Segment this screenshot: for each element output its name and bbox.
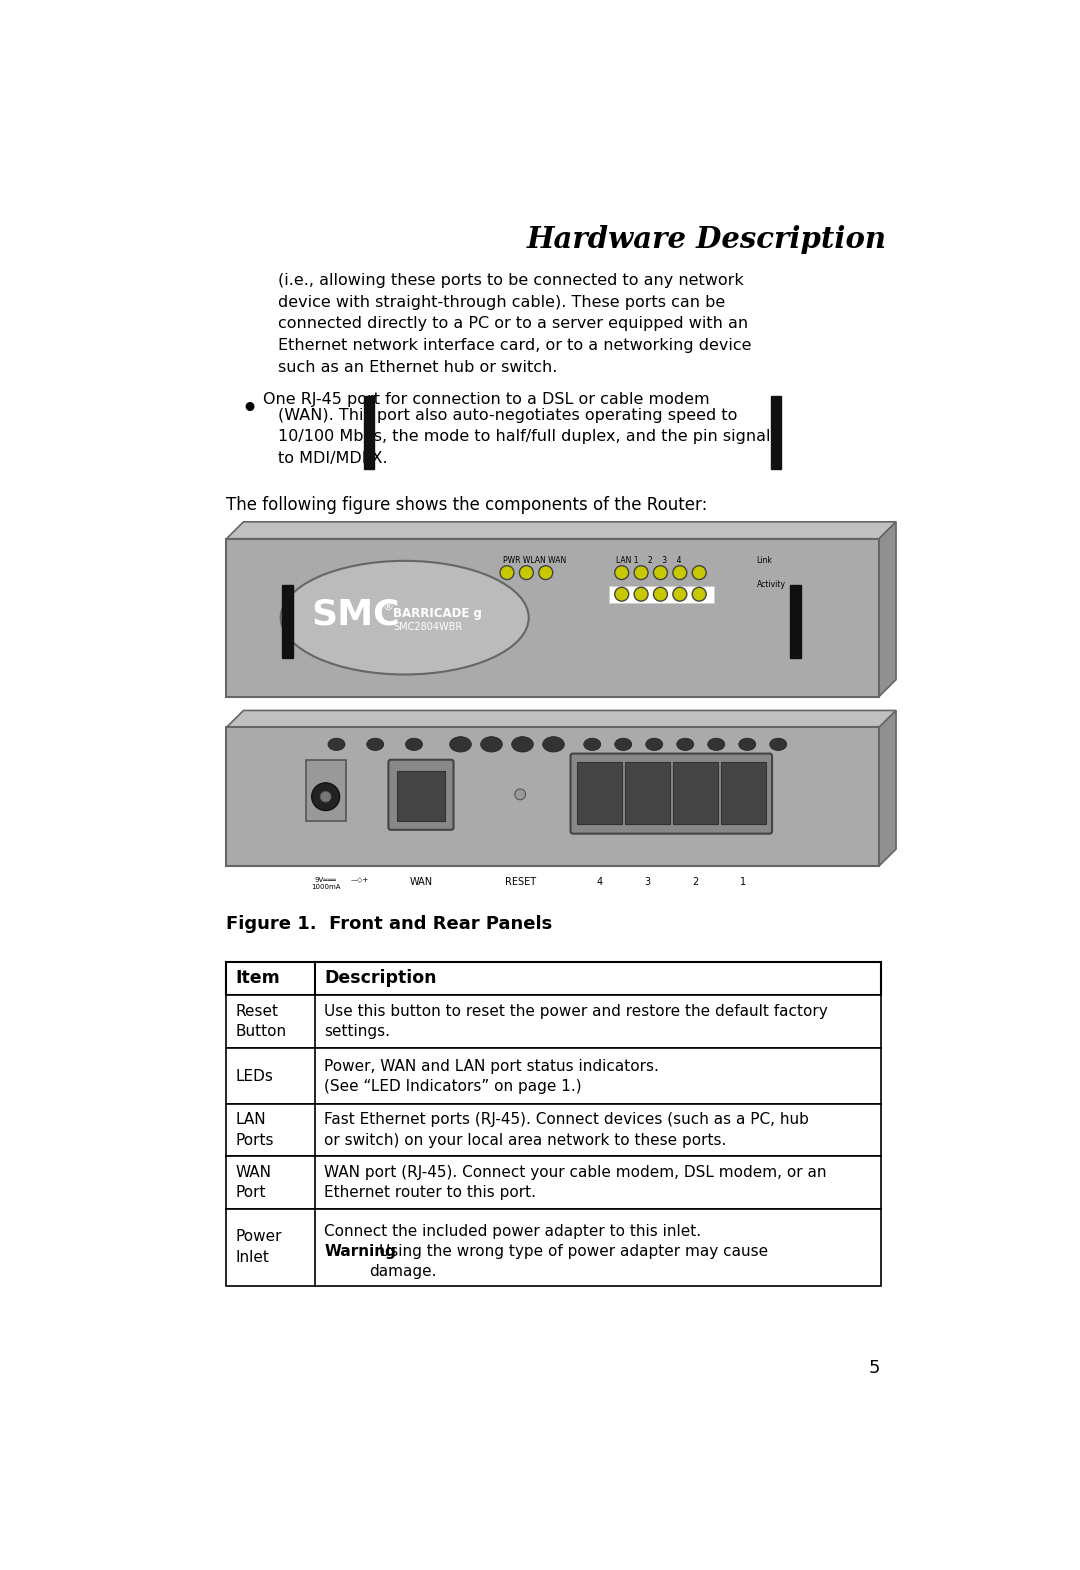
Text: Item: Item (235, 969, 281, 988)
Circle shape (692, 587, 706, 601)
Bar (397, 771, 445, 821)
Text: SMC2804WBR: SMC2804WBR (393, 622, 462, 631)
Bar (609, 586, 714, 603)
Text: Warning: Warning (324, 1243, 396, 1259)
Text: —◇+: —◇+ (350, 876, 368, 882)
Text: Connect the included power adapter to this inlet.: Connect the included power adapter to th… (324, 1225, 701, 1239)
Bar (364, 396, 375, 469)
Ellipse shape (405, 738, 422, 750)
Text: WAN
Port: WAN Port (235, 1165, 272, 1199)
Polygon shape (227, 521, 896, 539)
Text: Hardware Description: Hardware Description (527, 226, 887, 254)
FancyBboxPatch shape (570, 754, 772, 834)
Text: SMC: SMC (312, 598, 401, 631)
Text: 3: 3 (644, 876, 650, 887)
Ellipse shape (542, 736, 565, 752)
Text: : Using the wrong type of power adapter may cause
damage.: : Using the wrong type of power adapter … (369, 1243, 768, 1280)
Circle shape (692, 565, 706, 579)
Ellipse shape (615, 738, 632, 750)
Ellipse shape (770, 738, 786, 750)
Text: LAN 1    2    3    4: LAN 1 2 3 4 (616, 556, 681, 565)
Ellipse shape (677, 738, 693, 750)
Bar (227, 1209, 880, 1286)
Circle shape (653, 587, 667, 601)
Text: Power
Inlet: Power Inlet (235, 1229, 282, 1265)
Bar (625, 761, 670, 824)
Text: Description: Description (324, 969, 436, 988)
Text: 5: 5 (869, 1358, 880, 1377)
Bar (227, 539, 879, 697)
Polygon shape (227, 711, 896, 727)
Bar (227, 994, 880, 1049)
Text: •: • (241, 394, 259, 424)
Circle shape (615, 565, 629, 579)
Circle shape (321, 791, 332, 802)
Bar (577, 761, 622, 824)
Ellipse shape (512, 736, 534, 752)
Ellipse shape (449, 736, 471, 752)
Text: 4: 4 (596, 876, 603, 887)
Circle shape (673, 565, 687, 579)
Text: Link: Link (757, 556, 772, 565)
Ellipse shape (481, 736, 502, 752)
Text: PWR WLAN WAN: PWR WLAN WAN (503, 556, 566, 565)
Circle shape (634, 565, 648, 579)
Text: Fast Ethernet ports (RJ-45). Connect devices (such as a PC, hub
or switch) on yo: Fast Ethernet ports (RJ-45). Connect dev… (324, 1113, 809, 1148)
Text: WAN port (RJ-45). Connect your cable modem, DSL modem, or an
Ethernet router to : WAN port (RJ-45). Connect your cable mod… (324, 1165, 826, 1199)
Circle shape (519, 565, 534, 579)
Polygon shape (879, 711, 896, 867)
Bar (227, 727, 879, 867)
Text: Activity: Activity (757, 581, 785, 589)
Text: LEDs: LEDs (235, 1069, 273, 1083)
Text: (i.e., allowing these ports to be connected to any network
device with straight-: (i.e., allowing these ports to be connec… (279, 273, 752, 375)
Ellipse shape (739, 738, 756, 750)
Circle shape (653, 565, 667, 579)
Circle shape (312, 783, 339, 810)
Text: BARRICADE g: BARRICADE g (393, 606, 482, 620)
Text: Reset
Button: Reset Button (235, 1003, 287, 1039)
Text: 2: 2 (692, 876, 699, 887)
Circle shape (500, 565, 514, 579)
FancyBboxPatch shape (389, 760, 454, 831)
Text: WAN: WAN (409, 876, 432, 887)
Circle shape (634, 587, 648, 601)
Ellipse shape (646, 738, 663, 750)
Text: 1: 1 (740, 876, 746, 887)
Text: The following figure shows the components of the Router:: The following figure shows the component… (227, 496, 707, 515)
Text: ®: ® (383, 601, 394, 612)
Ellipse shape (328, 738, 345, 750)
Text: RESET: RESET (504, 876, 536, 887)
Ellipse shape (367, 738, 383, 750)
Text: LAN
Ports: LAN Ports (235, 1113, 274, 1148)
Ellipse shape (583, 738, 600, 750)
Ellipse shape (281, 560, 529, 675)
Circle shape (539, 565, 553, 579)
Circle shape (515, 790, 526, 799)
Ellipse shape (707, 738, 725, 750)
Circle shape (673, 587, 687, 601)
Bar (721, 761, 766, 824)
Bar (789, 586, 800, 658)
Text: Figure 1.  Front and Rear Panels: Figure 1. Front and Rear Panels (227, 915, 553, 933)
Text: Use this button to reset the power and restore the default factory
settings.: Use this button to reset the power and r… (324, 1003, 828, 1039)
Bar (306, 760, 346, 821)
Text: Power, WAN and LAN port status indicators.
(See “LED Indicators” on page 1.): Power, WAN and LAN port status indicator… (324, 1058, 659, 1094)
Bar (227, 1104, 880, 1156)
Text: 9V═══
1000mA: 9V═══ 1000mA (311, 876, 340, 890)
Bar (227, 1156, 880, 1209)
Bar (673, 761, 718, 824)
Polygon shape (879, 521, 896, 697)
Circle shape (615, 587, 629, 601)
Bar (770, 396, 781, 469)
Bar (282, 586, 293, 658)
Bar (227, 962, 880, 994)
Text: One RJ-45 port for connection to a DSL or cable modem: One RJ-45 port for connection to a DSL o… (262, 392, 710, 408)
Bar (227, 1049, 880, 1104)
Text: (WAN). This port also auto-negotiates operating speed to
10/100 Mbps, the mode t: (WAN). This port also auto-negotiates op… (279, 408, 779, 466)
